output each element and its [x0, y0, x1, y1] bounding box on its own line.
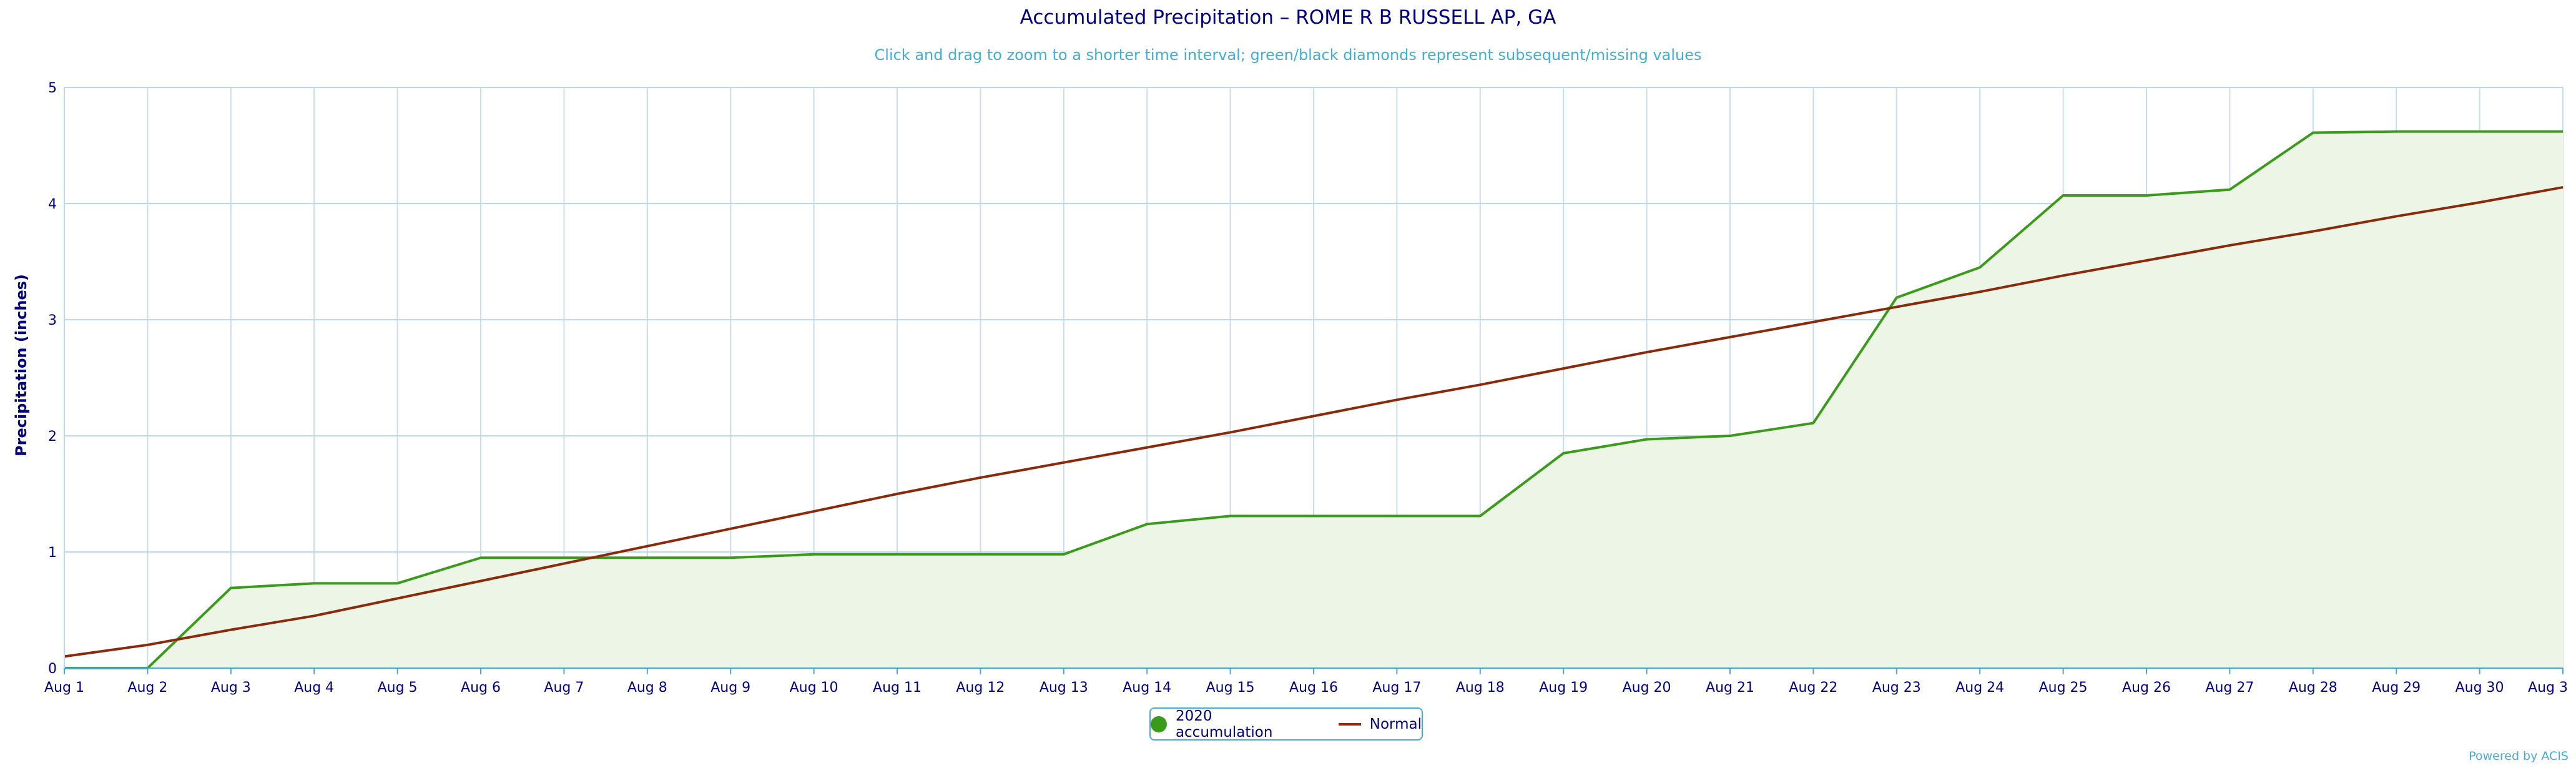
- x-tick-label: Aug 7: [544, 680, 584, 696]
- x-tick-label: Aug 8: [627, 680, 667, 696]
- circle-marker-icon: [1151, 716, 1167, 732]
- legend-item-normal[interactable]: Normal: [1338, 716, 1422, 732]
- y-tick-label: 3: [48, 313, 57, 328]
- x-tick-label: Aug 10: [790, 680, 838, 696]
- x-tick-label: Aug 30: [2456, 680, 2504, 696]
- x-tick-label: Aug 20: [1623, 680, 1671, 696]
- x-tick-label: Aug 16: [1289, 680, 1338, 696]
- x-tick-label: Aug 5: [378, 680, 418, 696]
- x-tick-label: Aug 21: [1706, 680, 1754, 696]
- x-tick-label: Aug 19: [1539, 680, 1588, 696]
- line-marker-icon: [1338, 722, 1361, 726]
- chart-subtitle: Click and drag to zoom to a shorter time…: [874, 46, 1702, 64]
- y-axis-label-box: Precipitation (inches): [12, 274, 30, 456]
- series-layer: [64, 130, 2564, 669]
- legend-item-accumulation[interactable]: 2020 accumulation: [1151, 708, 1314, 741]
- normal-line: [64, 185, 2564, 658]
- x-tick-label: Aug 13: [1040, 680, 1088, 696]
- x-tick-label: Aug 18: [1456, 680, 1505, 696]
- x-tick-label: Aug 26: [2122, 680, 2171, 696]
- x-tick-label: Aug 14: [1123, 680, 1171, 696]
- y-tick-label: 1: [48, 545, 57, 561]
- axes: 0 1 2 3 4 5 Aug 1 Aug 2 Aug 3 Aug 4 Aug 5 Aug 6 Aug …: [44, 81, 2568, 696]
- y-tick-label: 5: [48, 81, 57, 96]
- x-tick-label: Aug 28: [2289, 680, 2338, 696]
- y-axis-label: Precipitation (inches): [12, 274, 30, 456]
- x-tick-label: Aug 24: [1955, 680, 2004, 696]
- y-tick-label: 0: [48, 661, 57, 677]
- x-tick-label: Aug 17: [1372, 680, 1421, 696]
- x-tick-label: Aug 11: [873, 680, 922, 696]
- x-tick-label: Aug 3: [2528, 680, 2568, 696]
- legend-label-normal: Normal: [1369, 716, 1422, 732]
- x-tick-label: Aug 1: [44, 680, 84, 696]
- x-tick-label: Aug 2: [127, 680, 167, 696]
- accumulation-area-fill: [64, 131, 2563, 668]
- y-tick-label: 4: [48, 197, 57, 212]
- x-tick-label: Aug 22: [1789, 680, 1837, 696]
- legend: 2020 accumulation Normal: [1149, 707, 1423, 741]
- accumulation-line: [64, 130, 2563, 669]
- x-tick-label: Aug 29: [2372, 680, 2421, 696]
- x-tick-label: Aug 25: [2039, 680, 2088, 696]
- chart-title: Accumulated Precipitation – ROME R B RUS…: [1020, 6, 1556, 29]
- chart-plot[interactable]: 0 1 2 3 4 5 Aug 1 Aug 2 Aug 3 Aug 4 Aug 5 Aug 6 Aug …: [0, 0, 2576, 706]
- x-tick-label: Aug 27: [2205, 680, 2254, 696]
- x-tick-label: Aug 23: [1872, 680, 1921, 696]
- x-tick-label: Aug 3: [211, 680, 251, 696]
- credit-link[interactable]: Powered by ACIS: [2469, 749, 2569, 763]
- x-tick-label: Aug 6: [461, 680, 501, 696]
- y-tick-label: 2: [48, 429, 57, 445]
- x-tick-label: Aug 12: [956, 680, 1005, 696]
- x-tick-label: Aug 4: [294, 680, 334, 696]
- x-tick-label: Aug 15: [1206, 680, 1255, 696]
- legend-label-accumulation: 2020 accumulation: [1175, 707, 1273, 741]
- x-tick-label: Aug 9: [710, 680, 750, 696]
